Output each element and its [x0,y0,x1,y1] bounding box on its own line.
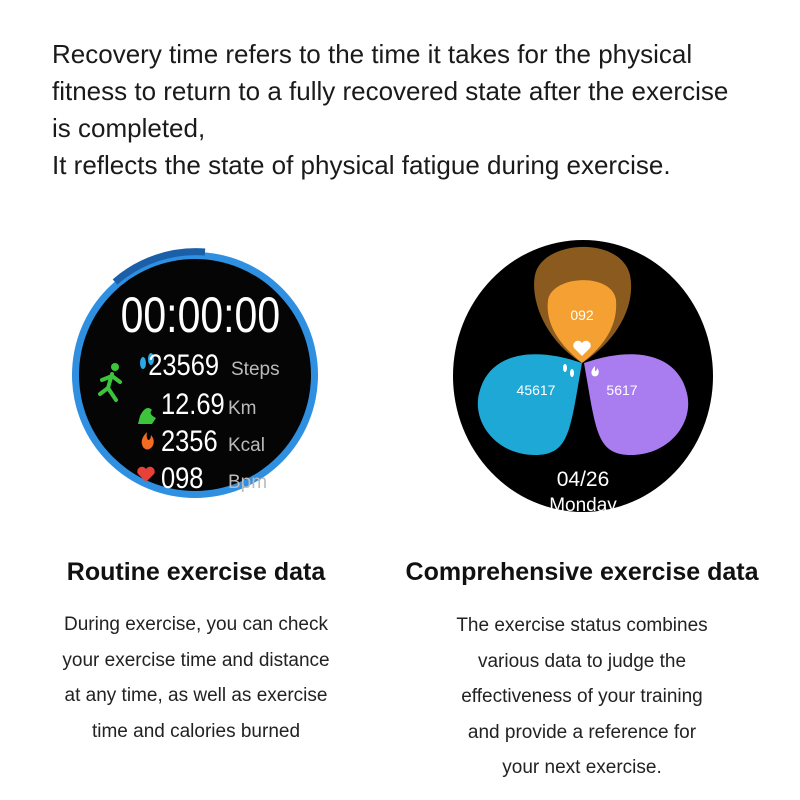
watch-screen [79,259,311,491]
intro-line: It reflects the state of physical fatigu… [52,150,671,180]
distance-value: 12.69 [161,387,225,420]
routine-description: During exercise, you can check your exer… [0,607,392,749]
description-line: at any time, as well as exercise [64,685,328,706]
comprehensive-title: Comprehensive exercise data [405,558,759,586]
heart-rate-icon [137,466,155,482]
calories-value: 5617 [606,382,637,398]
description-line: your next exercise. [502,757,662,778]
description-line: your exercise time and distance [62,649,330,671]
steps-value: 23569 [148,348,219,381]
heart-petal [547,280,617,363]
progress-arc [112,248,206,285]
steps-petal [477,354,582,455]
comprehensive-description: The exercise status combines various dat… [382,608,782,786]
flame-icon [591,366,599,377]
calories-unit: Kcal [228,435,265,456]
heart-rate-value: 098 [161,461,204,494]
flame-icon [141,432,154,450]
footprints-icon [563,364,574,377]
calories-petal [584,354,689,455]
heart-rate-icon [573,340,591,356]
running-icon [98,363,122,402]
intro-line: Recovery time refers to the time it take… [52,39,693,69]
description-line: The exercise status combines [456,615,708,636]
description-line: effectiveness of your training [461,686,703,707]
footprints-icon [140,353,154,369]
distance-icon [138,408,156,424]
intro-text: Recovery time refers to the time it take… [52,36,772,184]
steps-unit: Steps [231,359,280,380]
description-line: various data to judge the [477,650,687,672]
heart-value: 092 [570,307,594,323]
description-line: During exercise, you can check [63,614,328,635]
intro-line: is completed, [52,113,206,143]
description-line: time and calories burned [91,720,301,742]
heart-rate-unit: Bpm [228,472,267,493]
distance-unit: Km [228,398,257,419]
date: 04/26 [557,468,610,491]
timer: 00:00:00 [121,287,281,343]
comprehensive-watch-face: 092 45617 5617 04/26 Monday [453,240,713,516]
weekday: Monday [549,495,617,516]
routine-title: Routine exercise data [66,558,326,586]
intro-line: fitness to return to a fully recovered s… [52,76,729,106]
description-line: and provide a reference for [467,721,697,743]
routine-watch-face: 00:00:00 23569 Steps 12.69 Km 2356 Kcal … [72,248,318,498]
calories-value: 2356 [161,424,218,457]
steps-value: 45617 [517,382,556,398]
